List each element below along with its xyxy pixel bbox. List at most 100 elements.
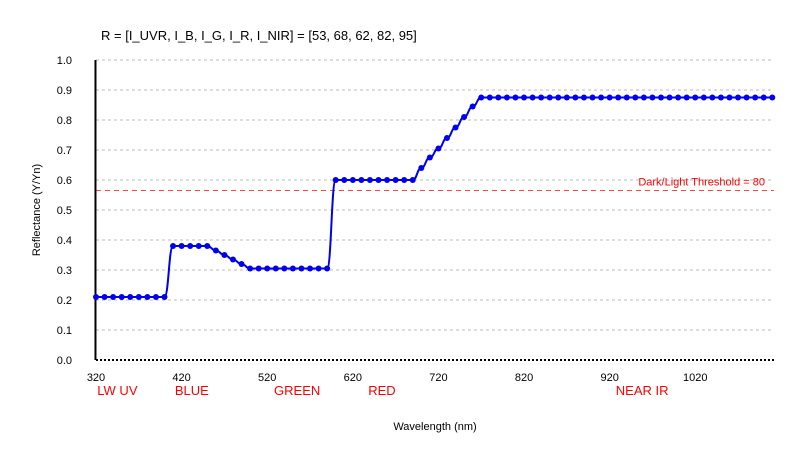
data-point [521, 94, 528, 101]
data-point [529, 94, 536, 101]
x-tick-label: 320 [87, 372, 105, 384]
data-point [110, 294, 117, 300]
x-tick-labels: 320 420 520 620 720 820 920 1020 [87, 372, 708, 384]
data-point [195, 243, 202, 249]
x-tick-label: 920 [600, 372, 618, 384]
data-point [615, 94, 622, 101]
data-point [760, 94, 767, 101]
band-label: LW UV [97, 383, 138, 398]
data-point [546, 94, 553, 101]
x-tick-label: 520 [258, 372, 276, 384]
data-point [93, 294, 99, 300]
data-point [238, 261, 245, 267]
x-tick-label: 420 [172, 372, 190, 384]
y-tick-label: 0.9 [57, 85, 72, 97]
data-point [187, 243, 194, 249]
data-point [486, 94, 493, 101]
data-point [118, 294, 125, 300]
data-point [726, 94, 733, 101]
axes [94, 60, 774, 361]
data-point [503, 94, 510, 101]
x-axis-label: Wavelength (nm) [393, 421, 476, 433]
data-point [281, 265, 288, 272]
data-point [443, 135, 450, 141]
data-point [649, 94, 656, 101]
data-point [315, 265, 322, 272]
y-tick-label: 0.3 [57, 265, 72, 277]
threshold-label: Dark/Light Threshold = 80 [638, 177, 765, 189]
data-point [358, 177, 365, 183]
data-point [264, 265, 271, 272]
data-point [478, 94, 485, 101]
data-point [700, 94, 707, 101]
data-point [683, 94, 690, 101]
data-point [735, 94, 742, 101]
data-point [512, 94, 519, 101]
y-tick-label: 1.0 [57, 55, 72, 67]
data-point [709, 94, 716, 101]
data-point [101, 294, 108, 300]
data-point [170, 243, 177, 249]
data-point [298, 265, 305, 272]
data-point [675, 94, 682, 101]
data-point [272, 265, 279, 272]
data-point [666, 94, 673, 101]
data-point [658, 94, 664, 101]
y-axis-label: Reflectance (Y/Yn) [31, 164, 43, 256]
series-line [96, 96, 773, 298]
data-point [418, 165, 425, 171]
data-point [341, 177, 348, 183]
data-point [401, 177, 408, 183]
data-point [229, 256, 236, 263]
data-point [247, 265, 254, 272]
data-point [572, 94, 579, 101]
data-point [135, 294, 142, 300]
data-point [580, 94, 587, 101]
data-point [589, 94, 596, 101]
data-point [204, 243, 211, 249]
y-tick-label: 0.0 [57, 355, 72, 367]
data-point [640, 94, 647, 101]
data-point [375, 177, 382, 183]
data-point [392, 177, 399, 183]
data-point [426, 154, 433, 161]
data-point [307, 265, 314, 272]
chart-title: R = [I_UVR, I_B, I_G, I_R, I_NIR] = [53,… [101, 28, 417, 43]
data-point [769, 94, 776, 101]
data-point [349, 177, 356, 183]
y-tick-label: 0.8 [57, 115, 72, 127]
data-point [743, 94, 750, 101]
data-point [127, 294, 134, 300]
band-label: GREEN [274, 383, 320, 398]
data-point [495, 94, 502, 101]
x-tick-label: 620 [344, 372, 362, 384]
data-point [538, 94, 545, 101]
data-point [384, 177, 391, 183]
series-group [93, 94, 776, 300]
data-point [255, 265, 262, 272]
data-point [152, 294, 159, 300]
data-point [324, 265, 331, 272]
data-point [632, 94, 639, 101]
band-label: BLUE [175, 383, 209, 398]
data-point [555, 94, 562, 101]
data-point [435, 145, 442, 152]
y-tick-label: 0.4 [57, 235, 72, 247]
x-tick-label: 820 [515, 372, 533, 384]
data-point [144, 294, 151, 300]
data-point [221, 252, 228, 258]
data-point [161, 294, 168, 300]
data-point [366, 177, 373, 183]
data-point [289, 265, 296, 272]
data-point [178, 243, 185, 249]
y-tick-label: 0.1 [57, 325, 72, 337]
y-tick-label: 0.6 [57, 175, 72, 187]
data-point [461, 114, 468, 120]
band-label: RED [368, 383, 395, 398]
band-labels: LW UV BLUE GREEN RED NEAR IR [97, 383, 668, 398]
band-label: NEAR IR [616, 383, 669, 398]
data-point [606, 94, 613, 101]
y-tick-labels: 0.0 0.1 0.2 0.3 0.4 0.5 0.6 0.7 0.8 0.9 1.0 [57, 55, 72, 367]
data-point [692, 94, 699, 101]
